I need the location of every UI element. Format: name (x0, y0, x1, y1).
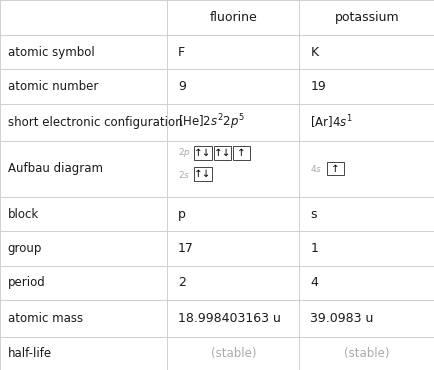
Text: $\mathregular{[Ar]4}s^{1}$: $\mathregular{[Ar]4}s^{1}$ (310, 113, 353, 131)
Text: ↑↓: ↑↓ (194, 169, 212, 179)
Text: 1: 1 (310, 242, 318, 255)
Text: atomic mass: atomic mass (8, 312, 83, 325)
Text: short electronic configuration: short electronic configuration (8, 115, 182, 129)
Text: 18.998403163 u: 18.998403163 u (178, 312, 281, 325)
Text: 4: 4 (310, 276, 318, 289)
Text: $2s$: $2s$ (178, 168, 190, 179)
Text: ↑: ↑ (237, 148, 246, 158)
Text: 9: 9 (178, 80, 186, 93)
Text: F: F (178, 46, 185, 59)
Text: block: block (8, 208, 39, 221)
Text: Aufbau diagram: Aufbau diagram (8, 162, 103, 175)
Text: $2p$: $2p$ (178, 147, 191, 159)
Bar (214, 146, 231, 159)
Text: 19: 19 (310, 80, 326, 93)
Text: fluorine: fluorine (209, 11, 257, 24)
Text: 17: 17 (178, 242, 194, 255)
Bar (194, 167, 212, 181)
Text: ↑↓: ↑↓ (194, 148, 212, 158)
Text: p: p (178, 208, 186, 221)
Text: atomic symbol: atomic symbol (8, 46, 95, 59)
Text: group: group (8, 242, 42, 255)
Text: $\mathregular{[He]2}s^{2}\mathregular{2}p^{5}$: $\mathregular{[He]2}s^{2}\mathregular{2}… (178, 112, 244, 132)
Text: atomic number: atomic number (8, 80, 98, 93)
Text: K: K (310, 46, 319, 59)
Bar (233, 146, 250, 159)
Text: ↑: ↑ (331, 164, 340, 174)
Text: ↑↓: ↑↓ (214, 148, 231, 158)
Text: $4s$: $4s$ (310, 163, 322, 174)
Text: (stable): (stable) (210, 347, 256, 360)
Text: s: s (310, 208, 317, 221)
Bar (327, 162, 344, 175)
Text: 2: 2 (178, 276, 186, 289)
Text: half-life: half-life (8, 347, 52, 360)
Text: period: period (8, 276, 46, 289)
Text: (stable): (stable) (344, 347, 389, 360)
Text: 39.0983 u: 39.0983 u (310, 312, 374, 325)
Text: potassium: potassium (335, 11, 399, 24)
Bar (194, 146, 212, 159)
